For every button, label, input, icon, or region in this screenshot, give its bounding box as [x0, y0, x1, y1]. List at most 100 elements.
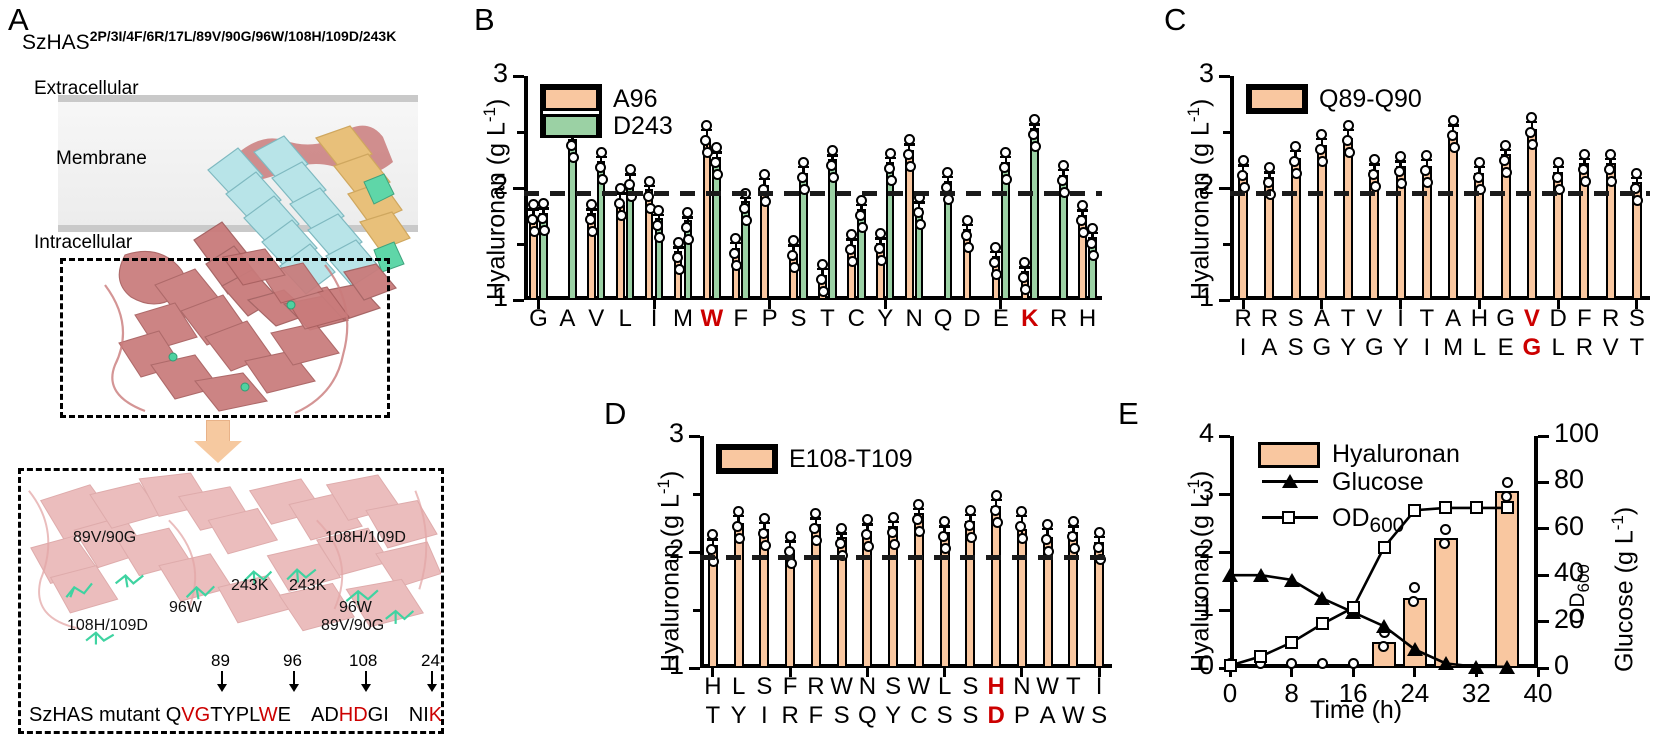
e-ytick-label-right-60: 60: [1554, 510, 1585, 541]
datapoint-0-13-1: [902, 149, 914, 161]
datapoint-0-9-2: [940, 543, 952, 555]
datapoint-0-8-0: [1447, 115, 1459, 127]
e-ytick-right-100: [1538, 434, 1549, 438]
panel-d-ylabel-sup: -1: [654, 478, 673, 495]
e-ytick-label-left-2: 2: [1198, 534, 1214, 564]
xtick-6: [865, 668, 869, 677]
e-od-marker-7: [1439, 501, 1453, 515]
xcat-b-1: A: [559, 305, 576, 332]
datapoint-0-19-1: [1076, 215, 1088, 227]
datapoint-1-13-1: [912, 207, 924, 219]
datapoint-0-6-0: [701, 119, 713, 131]
xtick-9: [1477, 300, 1481, 309]
bar-c-0-11[interactable]: [1526, 128, 1537, 300]
datapoint-1-1-2: [567, 152, 579, 164]
xcat-d-r1-6: Q: [858, 702, 877, 729]
sequence-segment-9: K: [428, 704, 443, 726]
datapoint-1-7-1: [739, 202, 751, 214]
xcat-b-2: V: [588, 305, 605, 332]
datapoint-1-17-2: [1030, 141, 1042, 153]
e-hyal-dot-7-1: [1439, 537, 1451, 549]
errorbar-1-10: [831, 154, 834, 165]
datapoint-0-14-0: [1605, 148, 1617, 160]
xcat-d-r1-12: P: [1013, 702, 1030, 729]
datapoint-0-6-2: [1396, 178, 1408, 189]
datapoint-0-2-1: [1289, 155, 1301, 167]
bar-d-0-11[interactable]: [991, 505, 1001, 668]
xcat-d-r1-15: S: [1091, 702, 1108, 729]
sequence-segment-1: VG: [181, 704, 211, 726]
datapoint-0-3-2: [1317, 155, 1329, 167]
e-hyal-zero-dot-2: [1286, 658, 1298, 669]
datapoint-0-12-1: [1015, 520, 1027, 532]
datapoint-0-7-2: [888, 538, 900, 550]
e-ytick-label-right-0: 0: [1554, 650, 1570, 680]
datapoint-1-7-2: [741, 214, 753, 226]
xtick-0: [536, 300, 540, 309]
datapoint-0-2-0: [1290, 140, 1302, 152]
xcat-c-r0-11: V: [1523, 305, 1540, 332]
c-y-axis: [1230, 76, 1234, 300]
sequence-line: SzHAS mutant QVGTYPLWE ADHDGI NIKRY: [29, 704, 443, 727]
datapoint-0-7-0: [730, 232, 742, 244]
errorbar-0-7: [891, 520, 895, 533]
bar-b-0-9[interactable]: [789, 254, 798, 300]
ytick-3: [689, 434, 700, 438]
datapoint-0-14-2: [1606, 175, 1618, 187]
e-glucose-line: [1230, 573, 1508, 669]
datapoint-0-4-0: [643, 175, 655, 187]
xcat-c-r1-8: M: [1443, 334, 1464, 361]
xcat-b-19: H: [1078, 305, 1097, 332]
e-od-marker-2: [1285, 635, 1299, 649]
xcat-d-r0-14: T: [1066, 673, 1081, 700]
errorbar-0-15: [1097, 535, 1101, 548]
xcat-d-r1-3: R: [781, 702, 799, 729]
errorbar-1-17: [1033, 123, 1036, 134]
datapoint-1-5-1: [681, 222, 693, 233]
bar-d-0-1[interactable]: [733, 523, 744, 668]
datapoint-1-2-1: [594, 161, 606, 173]
xcat-b-14: Q: [933, 305, 953, 332]
ytick-label-3: 3: [668, 418, 684, 448]
datapoint-0-2-0: [585, 199, 597, 211]
bar-d-0-12[interactable]: [1016, 528, 1027, 668]
datapoint-0-1-1: [1262, 177, 1274, 189]
xtick-16: [999, 300, 1003, 309]
e-y-axis-left: [1230, 436, 1234, 668]
bar-b-1-17[interactable]: [1030, 127, 1039, 300]
datapoint-1-11-2: [856, 221, 868, 233]
ytick-label-2: 2: [668, 534, 684, 564]
datapoint-1-10-1: [825, 160, 837, 172]
bar-c-0-2[interactable]: [1290, 157, 1301, 300]
datapoint-0-2-1: [757, 527, 769, 539]
panel-b-legend: A96 D243: [540, 84, 673, 140]
e-glucose-marker-2: [1283, 572, 1300, 587]
datapoint-0-1-2: [734, 532, 746, 544]
errorbar-0-8: [917, 507, 921, 519]
szhas-title: SzHAS2P/3I/4F/6R/17L/89V/90G/96W/108H/10…: [22, 28, 396, 55]
datapoint-1-12-1: [883, 162, 895, 174]
xtick-0: [711, 668, 715, 677]
e-od-marker-3: [1315, 617, 1329, 631]
datapoint-0-12-1: [1551, 171, 1563, 183]
e-hyal-dot-5-1: [1377, 641, 1389, 653]
errorbar-0-16: [994, 250, 998, 263]
datapoint-1-5-2: [683, 234, 695, 245]
bar-c-0-4[interactable]: [1343, 137, 1354, 300]
bar-d-0-10[interactable]: [965, 520, 976, 668]
e-od-marker-6: [1408, 503, 1422, 517]
datapoint-0-2-0: [758, 512, 770, 524]
e-ytick-label-right-40: 40: [1554, 557, 1585, 588]
bar-c-0-3[interactable]: [1316, 145, 1327, 300]
xcat-d-r1-10: S: [962, 702, 979, 729]
e-bar-9[interactable]: [1495, 491, 1520, 668]
datapoint-1-11-1: [854, 209, 866, 221]
xcat-c-r0-4: T: [1340, 305, 1356, 332]
mutation-label-96w-right: 96W: [339, 599, 372, 616]
datapoint-1-16-0: [1000, 146, 1012, 158]
datapoint-0-11-2: [1527, 138, 1539, 150]
bar-c-0-8[interactable]: [1448, 132, 1459, 300]
xcat-c-r1-10: E: [1497, 334, 1514, 361]
datapoint-0-5-1: [1367, 169, 1379, 181]
bar-b-0-13[interactable]: [904, 149, 914, 300]
